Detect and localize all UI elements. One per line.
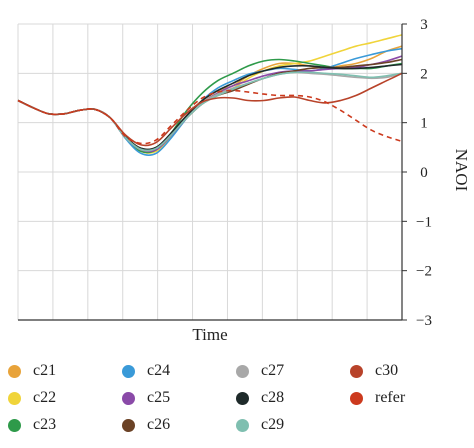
y-tick-label: −1 bbox=[416, 214, 432, 230]
legend-item-c30: c30 bbox=[350, 358, 398, 384]
legend-item-c23: c23 bbox=[8, 412, 56, 438]
legend-label: c21 bbox=[33, 362, 57, 379]
legend-label: c28 bbox=[261, 389, 285, 406]
legend-label: c29 bbox=[261, 416, 285, 433]
series-line-c28 bbox=[17, 63, 403, 151]
legend-swatch bbox=[122, 391, 135, 405]
legend-item-c24: c24 bbox=[122, 358, 170, 384]
legend-item-c28: c28 bbox=[236, 385, 284, 411]
legend-swatch bbox=[122, 364, 135, 378]
legend-item-c25: c25 bbox=[122, 385, 170, 411]
legend-item-c26: c26 bbox=[122, 412, 170, 438]
grid bbox=[17, 23, 403, 321]
y-axis-label: NAOI bbox=[452, 149, 471, 192]
legend-item-c29: c29 bbox=[236, 412, 284, 438]
legend-label: c26 bbox=[147, 416, 171, 433]
legend-item-c22: c22 bbox=[8, 385, 56, 411]
series-line-c25 bbox=[17, 55, 403, 153]
legend-swatch bbox=[8, 391, 21, 405]
legend-swatch bbox=[8, 364, 21, 378]
legend-swatch bbox=[122, 418, 135, 432]
y-tick-label: −3 bbox=[416, 313, 432, 329]
legend-swatch bbox=[236, 418, 249, 432]
legend-swatch bbox=[350, 391, 363, 405]
series-lines bbox=[17, 34, 403, 156]
legend-label: c24 bbox=[147, 362, 171, 379]
legend-item-c27: c27 bbox=[236, 358, 284, 384]
legend-swatch bbox=[236, 391, 249, 405]
legend-swatch bbox=[8, 418, 21, 432]
series-line-refer bbox=[17, 89, 403, 145]
legend-swatch bbox=[236, 364, 249, 378]
legend-label: c22 bbox=[33, 389, 57, 406]
legend-swatch bbox=[350, 364, 363, 378]
legend-item-c21: c21 bbox=[8, 358, 56, 384]
series-line-c30 bbox=[17, 72, 403, 147]
x-axis-label: Time bbox=[192, 325, 227, 344]
y-tick-labels: 3 2 1 0 −1 −2 −3 bbox=[402, 17, 432, 329]
y-tick-label: 3 bbox=[420, 17, 428, 33]
legend-label: refer bbox=[375, 389, 406, 406]
y-tick-label: 2 bbox=[420, 66, 428, 82]
y-tick-label: 0 bbox=[420, 165, 428, 181]
legend-label: c25 bbox=[147, 389, 171, 406]
y-tick-label: −2 bbox=[416, 264, 432, 280]
legend-item-refer: refer bbox=[350, 385, 405, 411]
legend-label: c30 bbox=[375, 362, 399, 379]
y-tick-label: 1 bbox=[420, 116, 428, 132]
legend-label: c23 bbox=[33, 416, 57, 433]
legend-label: c27 bbox=[261, 362, 285, 379]
